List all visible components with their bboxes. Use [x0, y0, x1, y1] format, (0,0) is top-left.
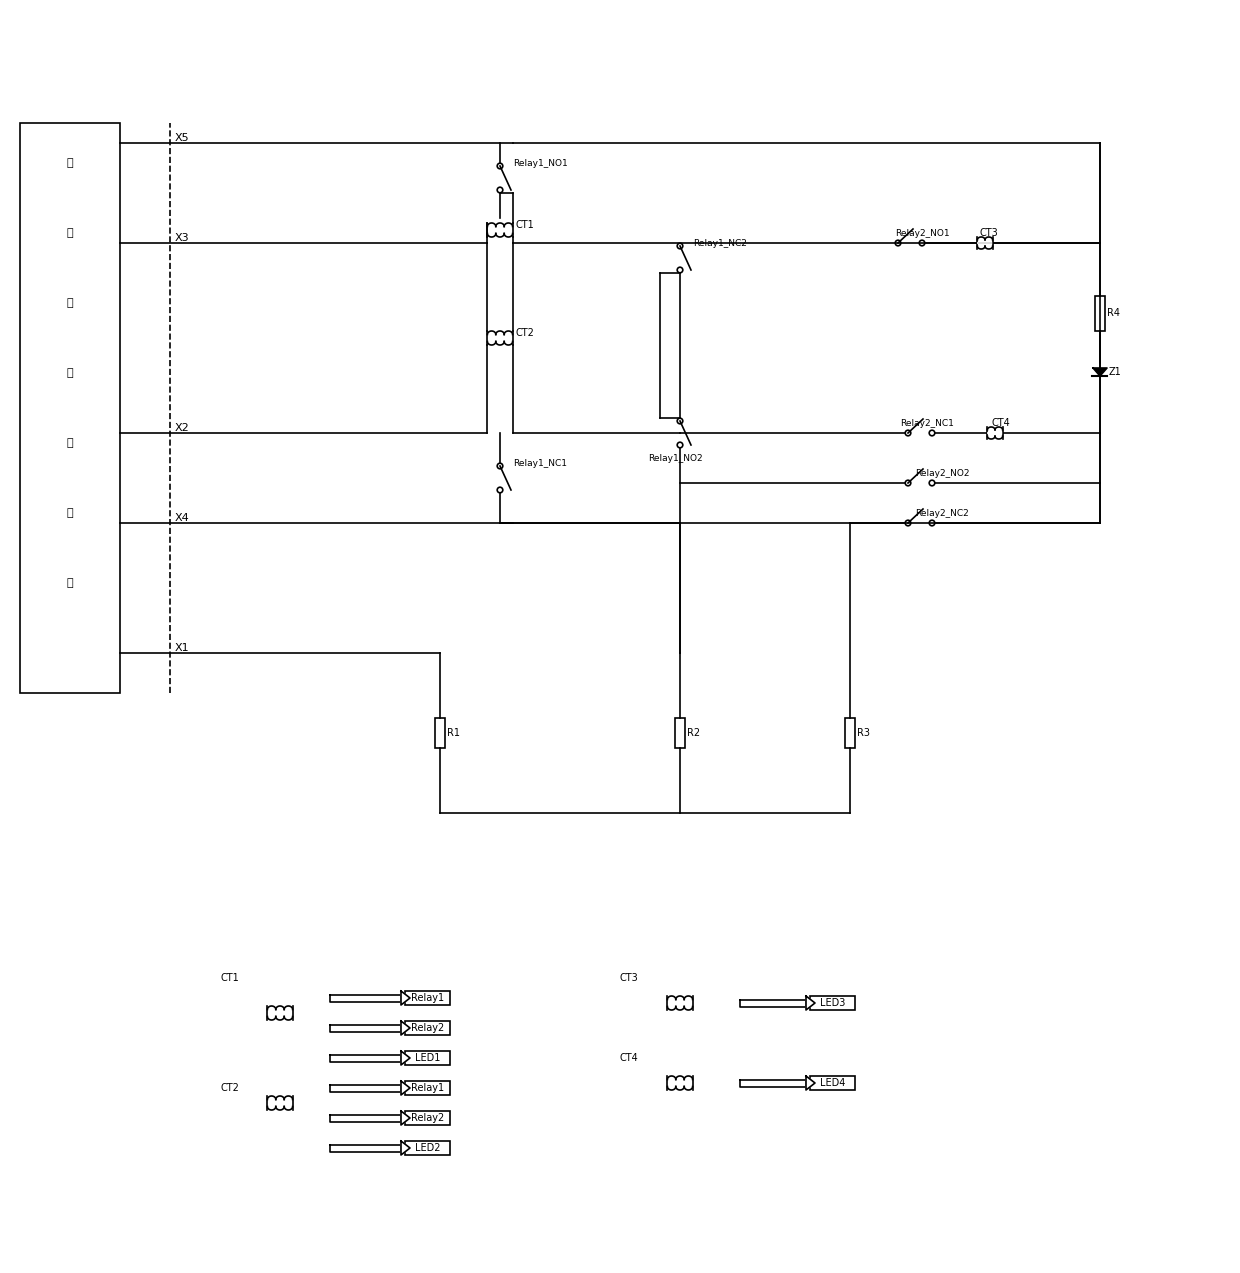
Text: LED3: LED3	[820, 998, 846, 1008]
Text: Relay1_NC1: Relay1_NC1	[513, 458, 567, 467]
Polygon shape	[740, 1080, 806, 1086]
Text: 辙: 辙	[67, 228, 73, 238]
Bar	[20, 123, 120, 693]
Polygon shape	[330, 994, 401, 1002]
Text: 控: 控	[67, 368, 73, 378]
Text: X2: X2	[175, 423, 190, 433]
Polygon shape	[330, 1054, 401, 1062]
Text: R3: R3	[857, 728, 870, 738]
Bar	[405, 1081, 450, 1095]
Polygon shape	[740, 999, 806, 1007]
Bar	[435, 718, 445, 749]
Polygon shape	[401, 990, 410, 1004]
Bar	[1095, 295, 1105, 331]
Text: 制: 制	[67, 438, 73, 448]
Text: CT4: CT4	[992, 418, 1011, 428]
Bar	[810, 995, 856, 1009]
Text: CT3: CT3	[620, 973, 639, 983]
Text: 机: 机	[67, 298, 73, 308]
Bar	[405, 990, 450, 1004]
Bar	[844, 718, 856, 749]
Text: 转: 转	[67, 158, 73, 168]
Text: CT4: CT4	[620, 1053, 639, 1063]
Text: X5: X5	[175, 132, 190, 143]
Text: CT1: CT1	[219, 973, 239, 983]
Text: X4: X4	[175, 513, 190, 523]
Polygon shape	[1092, 368, 1107, 376]
Polygon shape	[401, 1051, 410, 1066]
Text: CT1: CT1	[516, 220, 534, 230]
Text: Relay2_NC2: Relay2_NC2	[915, 508, 968, 518]
Bar	[405, 1051, 450, 1066]
Bar	[405, 1021, 450, 1035]
Text: CT3: CT3	[980, 228, 998, 238]
Bar	[405, 1141, 450, 1155]
Text: LED4: LED4	[820, 1078, 846, 1088]
Text: X1: X1	[175, 643, 190, 653]
Text: 路: 路	[67, 578, 73, 588]
Polygon shape	[806, 1076, 815, 1090]
Text: R4: R4	[1107, 308, 1120, 318]
Text: Relay1_NO2: Relay1_NO2	[647, 453, 702, 462]
Polygon shape	[330, 1114, 401, 1122]
Polygon shape	[330, 1085, 401, 1091]
Text: 电: 电	[67, 508, 73, 518]
Polygon shape	[401, 1021, 410, 1035]
Text: Relay2: Relay2	[410, 1023, 444, 1032]
Text: R1: R1	[446, 728, 460, 738]
Polygon shape	[330, 1144, 401, 1152]
Text: CT2: CT2	[516, 328, 534, 339]
Polygon shape	[401, 1111, 410, 1125]
Text: Relay1: Relay1	[410, 1083, 444, 1094]
Text: R2: R2	[687, 728, 701, 738]
Text: Relay2: Relay2	[410, 1113, 444, 1123]
Polygon shape	[401, 1081, 410, 1095]
Polygon shape	[401, 1141, 410, 1155]
Text: LED1: LED1	[415, 1053, 440, 1063]
Text: X3: X3	[175, 233, 190, 243]
Text: Z1: Z1	[1109, 367, 1122, 377]
Text: LED2: LED2	[414, 1143, 440, 1153]
Polygon shape	[330, 1025, 401, 1031]
Text: Relay1_NC2: Relay1_NC2	[693, 238, 746, 247]
Bar	[675, 718, 684, 749]
Text: Relay2_NO2: Relay2_NO2	[915, 468, 970, 477]
Text: Relay1: Relay1	[410, 993, 444, 1003]
Text: Relay2_NC1: Relay2_NC1	[900, 419, 954, 428]
Polygon shape	[806, 995, 815, 1009]
Bar	[810, 1076, 856, 1090]
Bar	[405, 1111, 450, 1125]
Text: Relay1_NO1: Relay1_NO1	[513, 159, 568, 168]
Text: CT2: CT2	[219, 1083, 239, 1094]
Text: Relay2_NO1: Relay2_NO1	[895, 228, 950, 238]
